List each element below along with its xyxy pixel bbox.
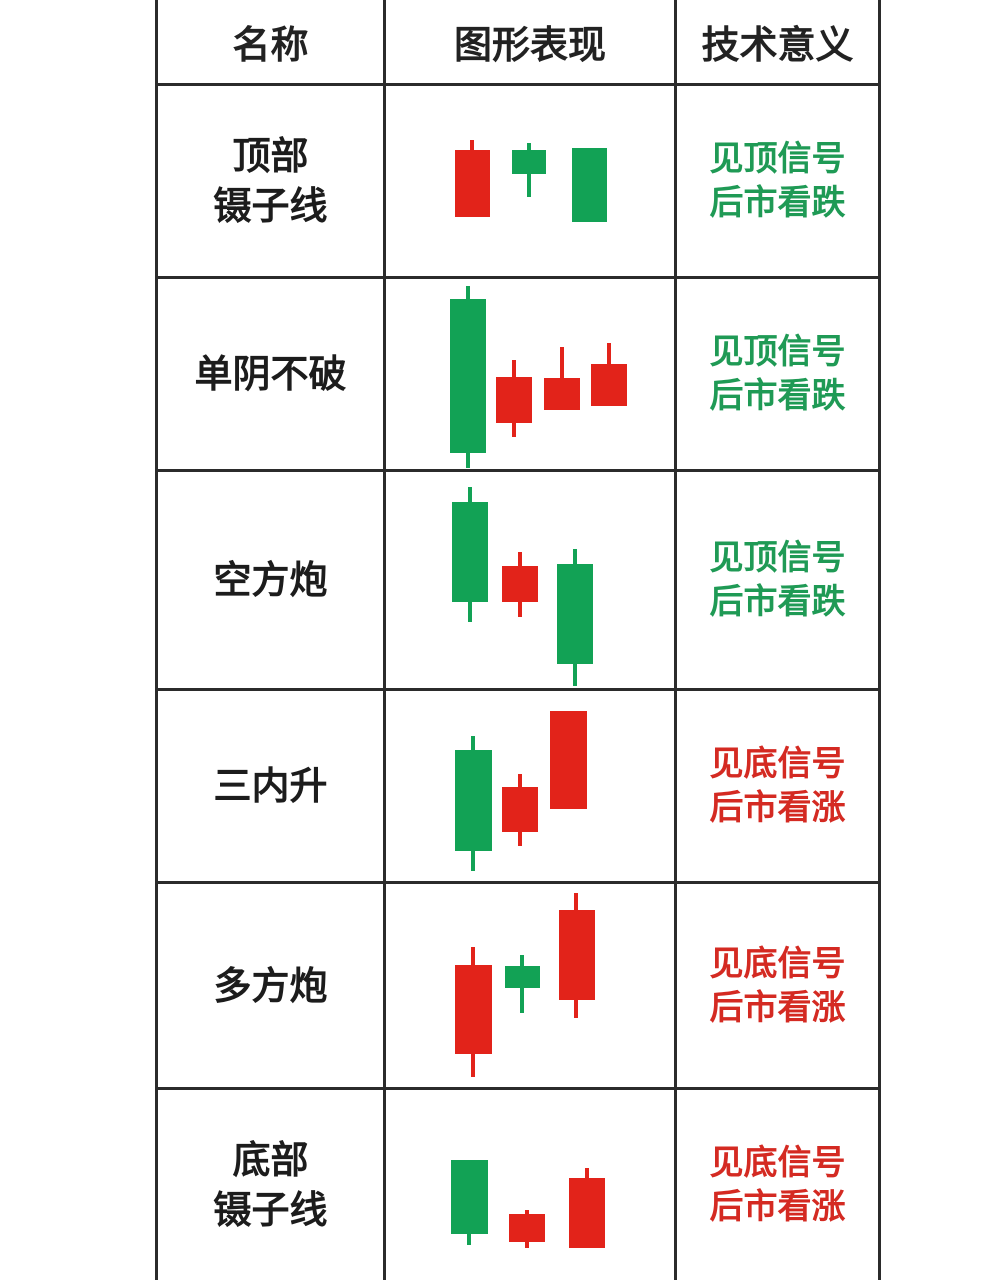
meaning-line: 后市看跌	[709, 376, 846, 416]
pattern-meaning: 见底信号 后市看涨	[677, 691, 878, 881]
meaning-line: 后市看涨	[709, 1187, 846, 1227]
candle-red	[455, 150, 490, 217]
pattern-meaning: 见底信号 后市看涨	[677, 884, 878, 1087]
pattern-name-line: 三内升	[213, 764, 328, 808]
candle-red	[502, 566, 538, 602]
row-divider	[155, 469, 881, 472]
meaning-line: 后市看跌	[709, 183, 846, 223]
header-name: 名称	[232, 23, 309, 67]
meaning-line: 后市看涨	[709, 788, 846, 828]
row-divider	[155, 1087, 881, 1090]
header-meaning: 技术意义	[701, 23, 854, 67]
pattern-name: 多方炮	[158, 884, 383, 1087]
candles-bear-cannon	[452, 487, 593, 686]
pattern-meaning: 见顶信号 后市看跌	[677, 279, 878, 469]
meaning-line: 见顶信号	[709, 332, 846, 372]
row-divider	[155, 276, 881, 279]
candles-single-bearish-unbroken	[450, 286, 627, 468]
candles-bull-cannon	[455, 893, 595, 1077]
pattern-name: 顶部 镊子线	[158, 86, 383, 276]
candle-red	[591, 364, 627, 406]
candle-green	[451, 1160, 488, 1234]
pattern-name-line: 镊子线	[213, 1188, 328, 1232]
column-divider	[383, 0, 386, 1280]
table-border-right	[878, 0, 881, 1280]
candle-green	[455, 750, 492, 851]
meaning-line: 见底信号	[709, 943, 846, 984]
row-divider	[155, 688, 881, 691]
pattern-name: 空方炮	[158, 472, 383, 688]
candle-red	[550, 711, 587, 809]
meaning-line: 后市看跌	[709, 582, 846, 622]
table-border-left	[155, 0, 158, 1280]
candle-red	[569, 1178, 605, 1248]
candle-green	[505, 966, 540, 988]
pattern-name: 单阴不破	[158, 279, 383, 469]
candle-green	[572, 148, 607, 222]
pattern-name-line: 多方炮	[213, 963, 328, 1008]
candle-red	[502, 787, 538, 832]
pattern-meaning: 见顶信号 后市看跌	[677, 472, 878, 688]
candle-red	[559, 910, 595, 1000]
meaning-line: 见底信号	[709, 1143, 846, 1183]
meaning-line: 见顶信号	[709, 139, 846, 179]
pattern-name: 底部 镊子线	[158, 1090, 383, 1280]
meaning-line: 见底信号	[709, 744, 846, 784]
pattern-name-line: 顶部	[232, 134, 309, 178]
candle-red	[509, 1214, 545, 1242]
row-divider	[155, 83, 881, 86]
pattern-meaning: 见顶信号 后市看跌	[677, 86, 878, 276]
meaning-line: 后市看涨	[709, 987, 846, 1028]
pattern-name-line: 空方炮	[213, 558, 328, 602]
candle-red	[455, 965, 492, 1054]
candle-green	[512, 150, 546, 174]
pattern-name-line: 镊子线	[213, 184, 328, 228]
pattern-name-line: 底部	[232, 1138, 309, 1182]
row-divider	[155, 881, 881, 884]
candle-red	[544, 378, 580, 410]
candle-green	[450, 299, 486, 453]
candle-green	[557, 564, 593, 664]
pattern-name-line: 单阴不破	[194, 352, 347, 396]
header-pattern: 图形表现	[453, 23, 606, 67]
candles-three-inside-up	[455, 711, 587, 871]
meaning-line: 见顶信号	[709, 538, 846, 578]
pattern-name: 三内升	[158, 691, 383, 881]
pattern-meaning: 见底信号 后市看涨	[677, 1090, 878, 1280]
column-divider	[674, 0, 677, 1280]
candles-top-tweezers	[455, 140, 607, 222]
candle-green	[452, 502, 488, 602]
candles-bottom-tweezers	[451, 1160, 605, 1248]
candle-red	[496, 377, 532, 423]
